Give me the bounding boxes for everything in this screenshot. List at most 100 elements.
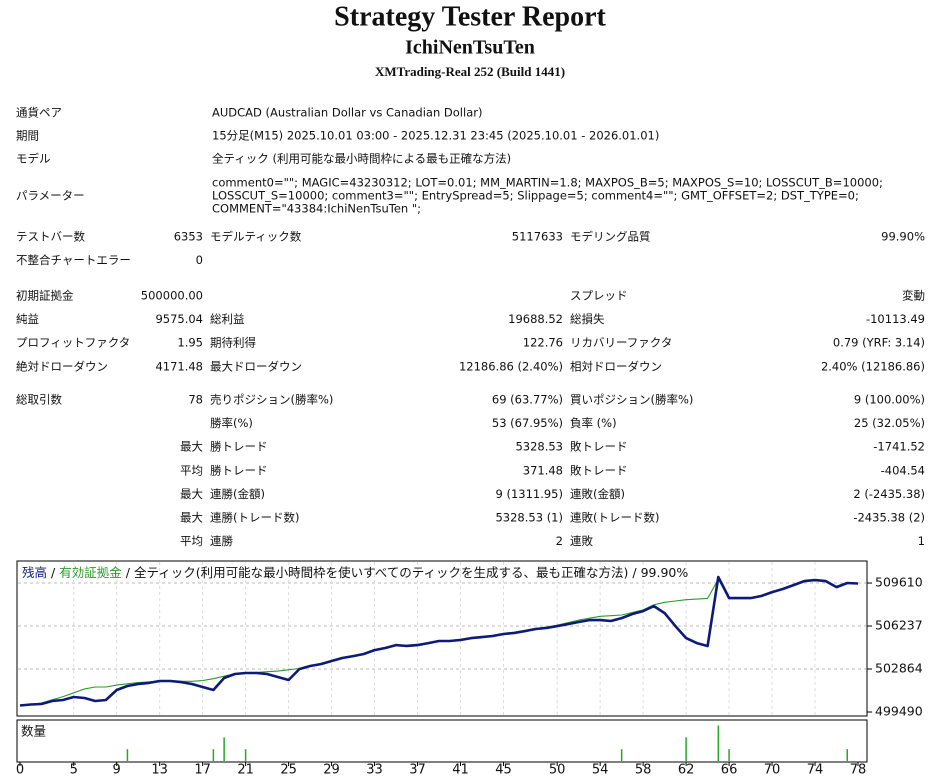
stat-value: 2	[556, 534, 563, 548]
stat-value: 19688.52	[508, 312, 563, 326]
y-tick-label: 509610	[875, 575, 923, 590]
x-tick-label: 78	[850, 763, 867, 778]
stat-value: 5328.53 (1)	[495, 511, 563, 525]
stat-value: 53 (67.95%)	[492, 416, 563, 430]
stat-value: 99.90%	[881, 230, 925, 244]
x-tick-label: 45	[495, 763, 512, 778]
stat-value: 最大	[180, 511, 203, 525]
legend-separator: /	[126, 565, 131, 580]
stat-label: 総損失	[570, 312, 605, 326]
stat-value: 69 (63.77%)	[492, 393, 563, 407]
info-label: パラメーター	[16, 189, 85, 203]
stat-value: -2435.38 (2)	[853, 511, 925, 525]
legend-note: 全ティック(利用可能な最小時間枠を使いすべてのティックを生成する、最も正確な方法…	[134, 565, 628, 580]
x-tick-label: 66	[721, 763, 738, 778]
y-tick-label: 499490	[875, 704, 923, 719]
stat-value: 2.40% (12186.86)	[821, 359, 925, 373]
info-value: LOSSCUT_S=10000; comment3=""; EntrySprea…	[212, 189, 859, 203]
x-tick-label: 54	[592, 763, 609, 778]
legend: 残高 / 有効証拠金 / 全ティック(利用可能な最小時間枠を使いすべてのティックを生成す…	[22, 565, 688, 580]
x-tick-label: 25	[280, 763, 297, 778]
stat-value: 5328.53	[515, 440, 563, 454]
report-subtitle: IchiNenTsuTen	[405, 37, 535, 59]
stat-value: 12186.86 (2.40%)	[459, 359, 563, 373]
stat-value: 平均	[180, 534, 203, 548]
stat-label: 連敗(金額)	[570, 487, 625, 501]
stat-label: 不整合チャートエラー	[16, 253, 131, 267]
stat-value: 1.95	[177, 336, 203, 350]
x-tick-label: 58	[635, 763, 652, 778]
info-label: 通貨ペア	[16, 106, 62, 120]
stat-value: 5117633	[512, 230, 563, 244]
stat-label: 総取引数	[16, 393, 62, 407]
stat-value: 変動	[902, 289, 925, 303]
stat-label: 相対ドローダウン	[570, 359, 662, 373]
info-value: 15分足(M15) 2025.10.01 03:00 - 2025.12.31 …	[212, 129, 659, 143]
chart-frame	[16, 560, 868, 717]
stat-label: 絶対ドローダウン	[16, 359, 108, 373]
stat-value: 122.76	[523, 336, 563, 350]
stat-label: 連敗(トレード数)	[570, 511, 659, 525]
stat-label: 連勝(トレード数)	[210, 511, 299, 525]
stat-label: テストバー数	[16, 230, 85, 244]
stat-label: 初期証拠金	[16, 289, 74, 303]
stat-label: 総利益	[210, 312, 245, 326]
x-tick-label: 29	[323, 763, 340, 778]
stat-value: 9575.04	[155, 312, 203, 326]
y-tick-label: 506237	[875, 618, 923, 633]
y-tick-label: 502864	[875, 661, 923, 676]
report-title: Strategy Tester Report	[334, 1, 606, 32]
x-tick-label: 70	[764, 763, 781, 778]
stat-value: -10113.49	[866, 312, 925, 326]
stat-label: モデリング品質	[570, 230, 651, 244]
stat-label: 連敗	[570, 534, 593, 548]
stat-label: 最大ドローダウン	[210, 359, 302, 373]
info-value: COMMENT="43384:IchiNenTsuTen ";	[212, 202, 421, 216]
x-tick-label: 74	[807, 763, 824, 778]
stat-value: 9 (100.00%)	[854, 393, 925, 407]
stat-value: 500000.00	[141, 289, 203, 303]
stat-value: 4171.48	[155, 359, 203, 373]
x-tick-label: 33	[366, 763, 383, 778]
stat-label: 純益	[16, 312, 39, 326]
info-label: モデル	[16, 152, 51, 166]
stat-label: 連勝(金額)	[210, 487, 265, 501]
stat-value: 6353	[174, 230, 203, 244]
stat-label: 勝トレード	[210, 463, 268, 477]
stat-value: 平均	[180, 463, 203, 477]
stat-label: 敗トレード	[570, 463, 628, 477]
info-label: 期間	[16, 129, 39, 143]
x-tick-label: 41	[452, 763, 469, 778]
stat-label: モデルティック数	[210, 230, 302, 244]
stat-label: 勝トレード	[210, 440, 268, 454]
x-tick-label: 21	[237, 763, 254, 778]
volume-frame	[16, 719, 868, 763]
x-tick-label: 5	[70, 763, 78, 778]
stat-value: -404.54	[881, 463, 925, 477]
stat-label: 負率 (%)	[570, 416, 617, 430]
stat-value: 0.79 (YRF: 3.14)	[833, 336, 925, 350]
x-tick-label: 37	[409, 763, 426, 778]
x-tick-label: 17	[194, 763, 211, 778]
series-line	[19, 575, 859, 707]
legend-separator: /	[632, 565, 637, 580]
stat-label: 期待利得	[210, 336, 256, 350]
stat-value: 1	[918, 534, 925, 548]
stat-value: 最大	[180, 487, 203, 501]
stat-label: 連勝	[210, 534, 233, 548]
stat-label: 買いポジション(勝率%)	[570, 393, 693, 407]
report-build: XMTrading-Real 252 (Build 1441)	[375, 64, 565, 79]
stat-value: 9 (1311.95)	[495, 487, 563, 501]
stat-label: スプレッド	[570, 289, 628, 303]
stat-label: プロフィットファクタ	[16, 336, 130, 350]
stat-value: 最大	[180, 440, 203, 454]
stat-value: -1741.52	[873, 440, 925, 454]
legend-quality: 99.90%	[641, 565, 689, 580]
stat-value: 371.48	[523, 463, 563, 477]
legend-separator: /	[51, 565, 56, 580]
stat-value: 2 (-2435.38)	[853, 487, 925, 501]
info-value: comment0=""; MAGIC=43230312; LOT=0.01; M…	[212, 176, 883, 190]
stat-value: 0	[196, 253, 203, 267]
